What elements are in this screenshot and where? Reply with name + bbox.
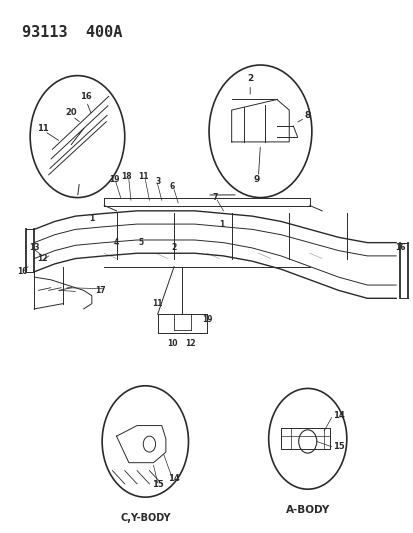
Text: 8: 8 [304,111,310,120]
Text: 12: 12 [185,339,195,348]
Text: 10: 10 [166,339,177,348]
Text: 4: 4 [114,238,119,247]
Text: 10: 10 [17,268,27,276]
Text: 18: 18 [121,172,132,181]
Text: 2: 2 [247,74,253,83]
Text: 16: 16 [394,244,405,253]
Text: 19: 19 [201,315,212,324]
Text: 2: 2 [171,244,176,253]
Text: A-BODY: A-BODY [285,505,329,515]
Text: 13: 13 [29,244,39,253]
Text: 5: 5 [138,238,143,247]
Text: 19: 19 [109,174,119,183]
Text: 3: 3 [154,177,160,186]
Text: 7: 7 [212,193,217,202]
Text: 11: 11 [138,172,148,181]
Text: 15: 15 [152,480,163,489]
Text: 16: 16 [80,93,91,101]
Text: 12: 12 [37,254,47,263]
Text: C,Y-BODY: C,Y-BODY [120,513,170,523]
Text: 93113  400A: 93113 400A [22,25,122,41]
Text: 1: 1 [218,220,223,229]
Text: 9: 9 [252,175,259,184]
Text: 15: 15 [332,442,344,451]
Text: 14: 14 [332,410,344,419]
Text: 1: 1 [89,214,94,223]
Text: 11: 11 [36,124,48,133]
Text: 6: 6 [169,182,174,191]
Text: 11: 11 [152,299,162,308]
Text: 20: 20 [65,108,77,117]
Text: 17: 17 [95,286,105,295]
Text: 14: 14 [168,474,180,483]
